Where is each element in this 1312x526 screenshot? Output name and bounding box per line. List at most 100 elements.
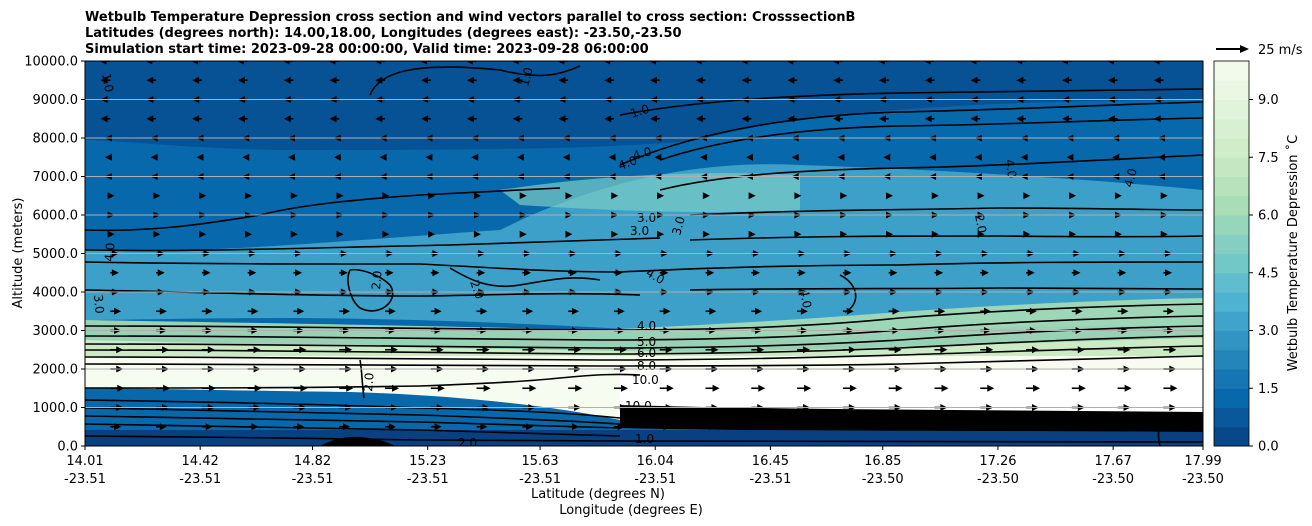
wind-vector-head (619, 346, 627, 354)
x-tick-label-lon: -23.50 (862, 472, 904, 487)
contour-line (85, 435, 1203, 443)
wind-vector-head (104, 153, 112, 161)
wind-vector-head (205, 423, 213, 431)
wind-vector-head (290, 230, 298, 238)
wind-vector-head (885, 192, 893, 200)
wind-vector-head (748, 192, 756, 200)
wind-vector-head (388, 307, 396, 315)
colorbar-ticks: 0.0 1.5 3.0 4.5 6.0 7.5 9.0 (1249, 93, 1279, 455)
wind-vector-head (199, 230, 207, 238)
wind-vector-head (574, 346, 582, 354)
contour-line (689, 235, 1203, 241)
wind-vector-head (114, 423, 122, 431)
wind-vector-head (107, 192, 115, 200)
x-axis-label-longitude: Longitude (degrees E) (559, 503, 703, 518)
wind-vector-head (709, 307, 717, 315)
wind-key: 25 m/s (1216, 43, 1303, 58)
wind-vector-head (157, 269, 165, 277)
wind-vector-head (191, 61, 199, 65)
colorbar-step (1214, 80, 1249, 100)
wind-vector-head (702, 192, 710, 200)
wind-vector-head (336, 192, 344, 200)
wind-vector-head (650, 115, 658, 123)
wind-vector-head (392, 384, 400, 392)
wind-vector-head (483, 384, 491, 392)
wind-vector-head (524, 269, 532, 277)
wind-vector-head (242, 153, 250, 161)
colorbar-step (1214, 138, 1249, 158)
wind-vector-head (1167, 423, 1175, 431)
wind-vector-head (382, 192, 390, 200)
wind-vector-head (382, 230, 390, 238)
wind-vector-head (146, 76, 154, 84)
contour-line (85, 325, 1203, 349)
wind-vector-head (565, 192, 573, 200)
fill-green-layer (85, 298, 1203, 360)
x-tick-label-lat: 14.01 (66, 454, 103, 469)
wind-vector-head (755, 307, 763, 315)
wind-vector-head (529, 384, 537, 392)
contour-label: 2.0 (458, 436, 477, 450)
wind-vector-head (981, 269, 989, 277)
wind-vector-head (1020, 153, 1028, 161)
contour-label: 10.0 (632, 373, 659, 387)
wind-vector-head (528, 346, 536, 354)
wind-vector-head (425, 153, 433, 161)
wind-vector-head (1016, 115, 1024, 123)
wind-vector-head (511, 61, 519, 65)
wind-vector-head (205, 307, 213, 315)
wind-vector-head (657, 230, 665, 238)
wind-vector-head (526, 423, 534, 431)
wind-vector-head (1114, 230, 1122, 238)
wind-vector-head (791, 153, 799, 161)
wind-vector-head (249, 269, 257, 277)
wind-vector-head (833, 115, 841, 123)
wind-vector-head (970, 115, 978, 123)
contour-line (85, 355, 1203, 367)
wind-vector-head (390, 346, 398, 354)
wind-vector-head (1121, 423, 1129, 431)
wind-vector-head (159, 307, 167, 315)
fill-dense-contours (620, 405, 1203, 432)
colorbar-step (1214, 176, 1249, 197)
wind-vector-head (199, 192, 207, 200)
wind-vector-head (752, 269, 760, 277)
wind-vector-head (603, 61, 611, 65)
wind-vector-head (794, 192, 802, 200)
x-tick-label-lat: 15.23 (409, 454, 446, 469)
colorbar-step (1214, 272, 1249, 293)
wind-vector-head (617, 423, 625, 431)
wind-vector-head (665, 346, 673, 354)
wind-vector-head (251, 423, 259, 431)
wind-vector-head (153, 192, 161, 200)
wind-vector-head (512, 115, 520, 123)
wind-vector-head (288, 153, 296, 161)
wind-vector-head (617, 307, 625, 315)
contour-label: 1.0 (517, 66, 535, 88)
wind-vector-head (885, 230, 893, 238)
wind-vector-head (196, 153, 204, 161)
wind-vector-head (512, 76, 520, 84)
wind-vector-head (878, 115, 886, 123)
wind-vector-head (840, 230, 848, 238)
colorbar-frame (1213, 60, 1250, 447)
wind-vector-head (608, 153, 616, 161)
wind-vector-head (428, 192, 436, 200)
wind-vector-head (741, 115, 749, 123)
wind-vector-head (290, 192, 298, 200)
wind-vector-head (936, 269, 944, 277)
x-tick-label-lat: 16.45 (752, 454, 789, 469)
contour-label: 3.0 (637, 211, 656, 225)
wind-vector-head (116, 346, 124, 354)
wind-vector-head (1029, 307, 1037, 315)
wind-vector-head (329, 115, 337, 123)
wind-vector-head (571, 423, 579, 431)
contour-label: 4.0 (631, 144, 653, 162)
wind-vector-head (987, 384, 995, 392)
contour-label: 2.0 (361, 372, 377, 392)
colorbar-tick-label: 1.5 (1258, 382, 1279, 397)
wind-vector-head (343, 307, 351, 315)
wind-vector-head (236, 61, 244, 65)
wind-vector-head (661, 269, 669, 277)
contour-line (85, 407, 621, 425)
